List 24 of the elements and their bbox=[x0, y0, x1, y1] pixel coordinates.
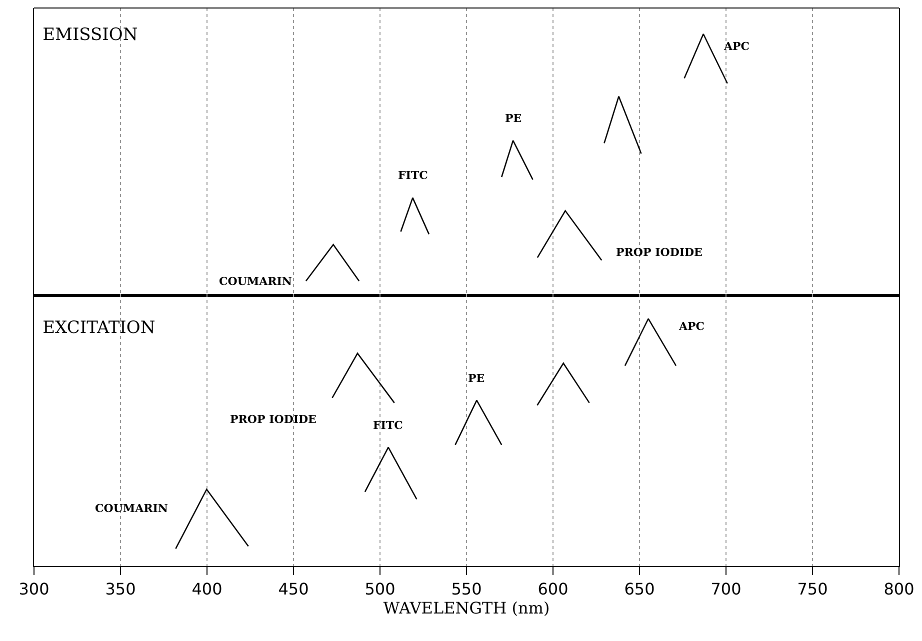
x-tick-label: 450 bbox=[278, 579, 309, 598]
series-label: FITC bbox=[373, 419, 404, 432]
x-tick-label: 750 bbox=[797, 579, 828, 598]
x-tick-label: 700 bbox=[710, 579, 742, 598]
x-tick-label: 400 bbox=[192, 579, 222, 598]
x-tick-label: 500 bbox=[364, 579, 396, 598]
x-tick-label: 650 bbox=[624, 579, 655, 598]
chart-title: EXCITATION bbox=[42, 318, 156, 338]
x-tick-label: 300 bbox=[18, 579, 50, 598]
x-tick-label: 350 bbox=[105, 579, 136, 598]
x-tick-label: 600 bbox=[538, 579, 568, 598]
x-tick-label: 800 bbox=[884, 579, 914, 598]
series-label: PE bbox=[468, 372, 485, 385]
series-label: APC bbox=[723, 40, 750, 53]
x-tick-label: 550 bbox=[451, 579, 482, 598]
x-axis-title: WAVELENGTH (nm) bbox=[383, 598, 550, 618]
series-label: FITC bbox=[398, 169, 428, 182]
series-label: COUMARIN bbox=[219, 275, 292, 288]
chart-title: EMISSION bbox=[42, 24, 138, 45]
series-label: APC bbox=[678, 320, 705, 333]
text: COUMARIN bbox=[95, 502, 168, 515]
series-label: PROP IODIDE bbox=[230, 413, 316, 426]
series-label: PROP IODIDE bbox=[616, 246, 702, 259]
series-label: PE bbox=[505, 112, 522, 125]
